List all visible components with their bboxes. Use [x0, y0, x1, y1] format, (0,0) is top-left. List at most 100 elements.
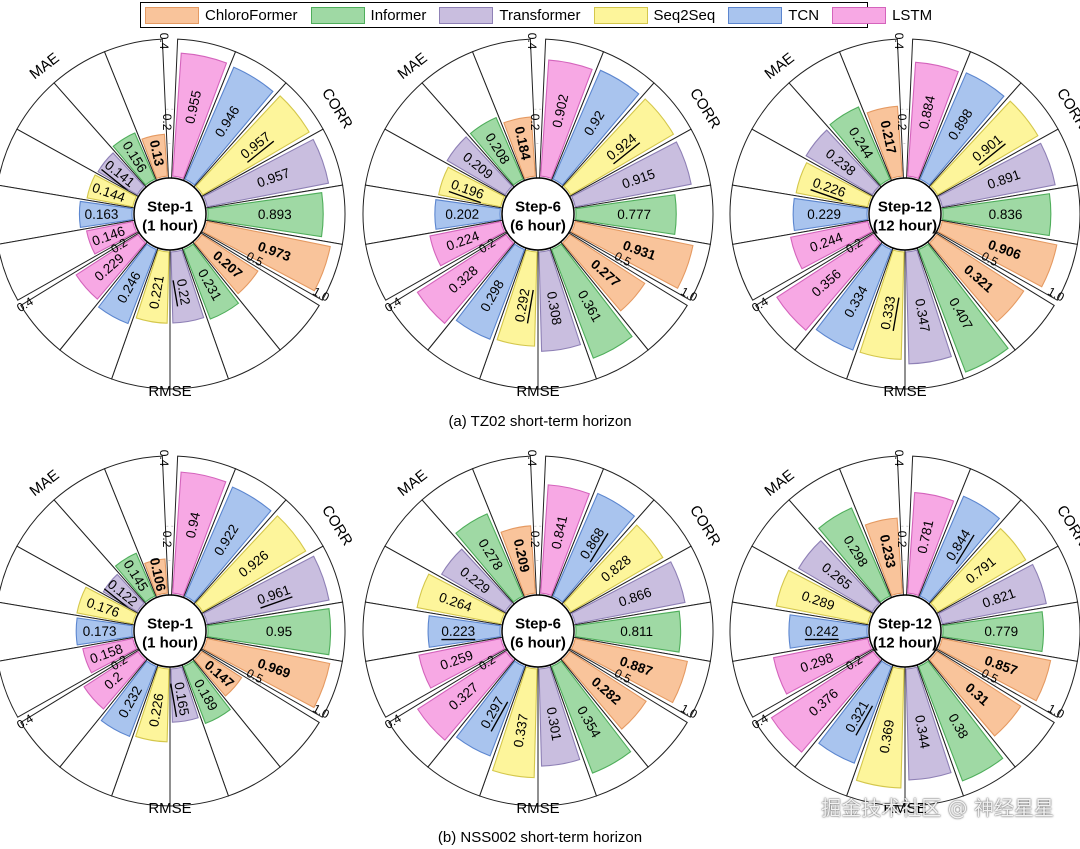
center-circle [133, 594, 207, 668]
legend-item-transformer: Transformer [439, 6, 581, 24]
bar-mae-informer [114, 552, 156, 603]
bar-rmse-transformer [905, 249, 953, 365]
bar-rmse-seq2seq [135, 666, 170, 743]
radial-chart-1-2: 0.902 0.920.9240.9150.7770.9310.2770.3610… [362, 33, 724, 400]
bar-corr-informer [574, 194, 677, 236]
center-hour-label: (6 hour) [510, 635, 566, 652]
bar-corr-informer [574, 610, 682, 653]
bar-rmse-lstm [416, 650, 515, 741]
value-label: 0.347 [912, 297, 933, 333]
value-label: 0.209 [511, 538, 533, 574]
axis-label-mae: MAE [762, 50, 798, 83]
center-hour-label: (1 hour) [142, 218, 198, 235]
value-label: 0.165 [171, 681, 192, 717]
bar-corr-seq2seq [195, 515, 307, 613]
bar-corr-seq2seq [195, 95, 310, 196]
value-label: 0.184 [512, 125, 534, 162]
tick-mae-0.4: 0.4 [892, 33, 906, 50]
bar-mae-tcn [78, 200, 134, 229]
bar-rmse-tcn [97, 243, 158, 325]
center-step-label: Step-6 [515, 199, 561, 216]
center-circle [133, 177, 207, 251]
bar-corr-lstm [172, 471, 227, 597]
bar-rmse-informer [182, 660, 232, 725]
bar-mae-transformer [102, 573, 145, 613]
bar-corr-tcn [184, 66, 274, 186]
value-label: 0.893 [258, 207, 292, 222]
legend-swatch [310, 6, 365, 24]
tick-mae-0.4: 0.4 [525, 450, 539, 467]
bar-mae-informer [112, 132, 156, 186]
value-label: 0.369 [877, 719, 898, 755]
legend-label: LSTM [892, 6, 933, 24]
bar-rmse-transformer [905, 666, 952, 781]
value-label: 0.301 [544, 706, 565, 742]
bar-corr-transformer [202, 138, 330, 208]
axis-label-rmse: RMSE [148, 800, 191, 817]
tick-mae-0.4: 0.4 [157, 450, 171, 467]
axis-label-rmse: RMSE [883, 800, 926, 817]
bar-mae-transformer [440, 548, 513, 613]
axis-label-rmse: RMSE [516, 383, 559, 400]
bar-rmse-lstm [83, 650, 147, 710]
radial-chart-2-2: 0.841 0.8680.8280.8660.8110.8870.2820.354… [362, 450, 724, 817]
center-step-label: Step-1 [147, 199, 193, 216]
bar-mae-tcn [75, 617, 134, 646]
bar-rmse-chloroformer [561, 233, 646, 312]
caption-row1: (a) TZ02 short-term horizon [448, 413, 632, 430]
center-hour-label: (1 hour) [142, 635, 198, 652]
bar-mae-lstm [85, 220, 138, 255]
bar-corr-lstm [907, 61, 959, 180]
bar-rmse-tcn [455, 660, 526, 757]
bar-rmse-chloroformer [193, 650, 243, 697]
bar-rmse-informer [550, 660, 632, 774]
value-label: 0.106 [147, 556, 169, 593]
watermark: 掘金技术社区 @ 神经星星 [821, 796, 1054, 820]
bar-rmse-chloroformer [561, 650, 647, 730]
bar-corr-tcn [184, 486, 272, 603]
legend-label: ChloroFormer [205, 6, 298, 24]
legend-swatch [593, 6, 648, 24]
radial-chart-1-1: 0.955 0.9460.9570.9570.8930.9730.2070.231… [0, 33, 356, 400]
axis-label-rmse: RMSE [516, 800, 559, 817]
bar-rmse-chloroformer [928, 233, 1025, 323]
axis-label-corr: CORR [318, 85, 356, 132]
radial-chart-2-3: 0.781 0.8440.7910.8210.7790.8570.310.380.… [729, 450, 1080, 817]
legend: ChloroFormer Informer Transformer Seq2Seq TC… [140, 2, 932, 28]
value-label: 0.884 [916, 94, 938, 131]
legend-label: Seq2Seq [653, 6, 716, 24]
value-label: 0.223 [441, 624, 475, 639]
bar-mae-informer [818, 507, 891, 603]
bar-mae-lstm [790, 220, 873, 270]
bar-corr-chloroformer [202, 637, 331, 709]
center-circle [868, 177, 942, 251]
center-step-label: Step-6 [515, 616, 561, 633]
tick-mae-0.2: 0.2 [528, 114, 542, 131]
axis-label-rmse: RMSE [148, 383, 191, 400]
legend-swatch [832, 6, 887, 24]
caption-row2: (b) NSS002 short-term horizon [437, 829, 643, 846]
bar-rmse-transformer [538, 666, 581, 767]
bar-rmse-chloroformer [193, 233, 259, 295]
axis-label-corr: CORR [1053, 502, 1080, 549]
tick-mae-0.4: 0.4 [157, 33, 171, 50]
bar-mae-informer [469, 116, 524, 186]
tick-mae-0.2: 0.2 [160, 531, 174, 548]
bar-mae-chloroformer [503, 116, 536, 180]
bar-corr-informer [941, 611, 1044, 653]
bar-rmse-seq2seq [135, 249, 170, 324]
axis-label-corr: CORR [686, 85, 724, 132]
tick-mae-0.2: 0.2 [160, 114, 174, 131]
bar-corr-transformer [937, 563, 1047, 625]
value-label: 0.221 [146, 274, 167, 310]
bar-corr-transformer [202, 555, 330, 625]
bar-corr-tcn [552, 69, 640, 186]
bar-mae-informer [829, 106, 891, 186]
bar-mae-seq2seq [775, 569, 873, 625]
value-label: 0.242 [805, 624, 839, 639]
bar-corr-transformer [570, 561, 686, 625]
bar-mae-seq2seq [76, 586, 138, 625]
bar-corr-transformer [937, 142, 1056, 208]
value-label: 0.95 [266, 624, 292, 639]
